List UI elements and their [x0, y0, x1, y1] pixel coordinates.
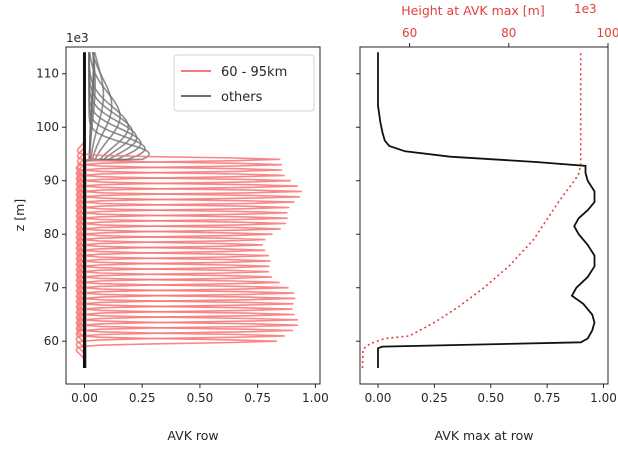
left-xlabel: AVK row: [167, 428, 218, 443]
left-ticks: 0.00 0.25 0.50 0.75 1.00 60 70 80 90 100 110: [36, 67, 329, 405]
avk-max-line: [377, 52, 596, 368]
left-ytick-label: 60: [44, 334, 59, 348]
left-axes-frame: [65, 46, 321, 385]
right-axes-frame: [359, 46, 609, 385]
left-xtick-label: 0.50: [187, 391, 214, 405]
right-top-xtick-label: 80: [501, 26, 516, 40]
right-curves: [361, 52, 596, 369]
left-offset-label: 1e3: [66, 31, 89, 45]
left-ytick-label: 110: [36, 67, 59, 81]
left-ytick-label: 70: [44, 281, 59, 295]
left-ytick-label: 100: [36, 120, 59, 134]
left-ytick-label: 80: [44, 227, 59, 241]
left-xtick-label: 1.00: [302, 391, 329, 405]
right-top-xlabel: Height at AVK max [m]: [401, 3, 544, 18]
left-panel: 0.00 0.25 0.50 0.75 1.00 60 70 80 90 100 110 1e3 A…: [12, 31, 329, 443]
right-xtick-label: 0.25: [421, 391, 448, 405]
left-ytick-label: 90: [44, 174, 59, 188]
left-xtick-label: 0.75: [244, 391, 271, 405]
right-top-xtick-label: 60: [402, 26, 417, 40]
right-xtick-label: 1.00: [590, 391, 617, 405]
legend-label-60-95km: 60 - 95km: [221, 65, 287, 80]
right-panel: 0.00 0.25 0.50 0.75 1.00 60 80 100 AVK max at r…: [356, 2, 618, 443]
left-xtick-label: 0.25: [129, 391, 156, 405]
right-xtick-label: 0.00: [365, 391, 392, 405]
left-ylabel: z [m]: [12, 199, 27, 231]
left-curves: [75, 52, 302, 368]
legend-label-others: others: [221, 90, 263, 105]
right-top-offset-label: 1e3: [574, 2, 597, 16]
right-xtick-label: 0.75: [534, 391, 561, 405]
legend: 60 - 95km others: [173, 54, 315, 112]
left-xtick-label: 0.00: [71, 391, 98, 405]
right-top-xtick-label: 100: [597, 26, 618, 40]
height-at-avk-max-line: [361, 52, 582, 369]
right-ticks: 0.00 0.25 0.50 0.75 1.00 60 80 100: [356, 26, 618, 405]
right-xlabel: AVK max at row: [435, 428, 534, 443]
right-xtick-label: 0.50: [477, 391, 504, 405]
